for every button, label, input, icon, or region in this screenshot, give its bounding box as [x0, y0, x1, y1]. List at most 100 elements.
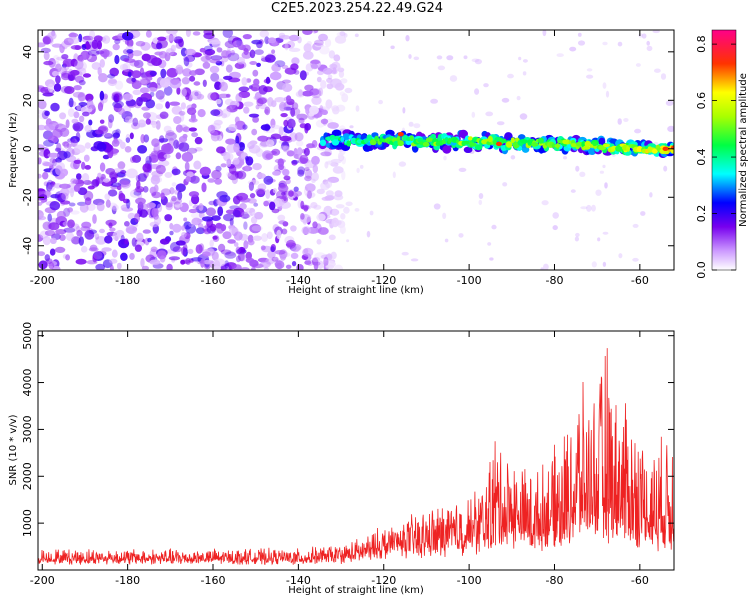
spectrogram-noise-blob [478, 193, 484, 199]
spectrogram-noise-blob [82, 111, 90, 117]
spectrogram-noise-blob [55, 75, 61, 84]
spectrogram-noise-blob [124, 116, 134, 124]
spectrogram-noise-blob [314, 43, 324, 48]
spectrogram-noise-blob [474, 88, 480, 95]
spectrogram-noise-blob [92, 214, 97, 224]
spectrogram-noise-blob [53, 83, 62, 92]
spectrogram-noise-blob [151, 138, 160, 147]
spectrogram-noise-blob [225, 93, 231, 98]
spectrogram-noise-blob [165, 130, 175, 137]
spectrogram-noise-blob [344, 87, 353, 94]
spectrogram-noise-blob [355, 105, 360, 112]
spectrogram-noise-blob [112, 100, 124, 109]
spectrogram-noise-blob [89, 30, 96, 39]
spectrogram-noise-blob [195, 227, 205, 235]
spectrogram-ridge-blob [570, 143, 577, 148]
spectrogram-noise-blob [217, 135, 223, 142]
spectrogram-noise-blob [296, 147, 303, 156]
spectrogram-noise-blob [170, 197, 183, 205]
spectrogram-noise-blob [286, 150, 295, 157]
spectrogram-noise-blob [226, 171, 232, 177]
spectrogram-noise-blob [306, 190, 312, 199]
spectrogram-noise-blob [233, 242, 239, 247]
spectrogram-noise-blob [183, 56, 190, 67]
spectrogram-noise-blob [491, 224, 497, 230]
spectrogram-noise-blob [54, 147, 61, 152]
spectrogram-noise-blob [131, 50, 143, 57]
spectrogram-noise-blob [329, 208, 340, 216]
spectrogram-noise-blob [113, 95, 118, 102]
spectrogram-noise-blob [42, 171, 49, 180]
spectrogram-noise-blob [252, 69, 259, 77]
spectrogram-noise-blob [308, 112, 315, 117]
spectrogram-noise-blob [97, 66, 102, 76]
spectrogram-noise-blob [225, 64, 233, 73]
spectrogram-noise-blob [38, 124, 46, 131]
spectrogram-noise-blob [247, 239, 255, 246]
spectrogram-noise-blob [74, 59, 84, 70]
spectrogram-noise-blob [201, 182, 207, 193]
snr-x-ticks: -200 -180 -160 -140 -120 -100 -80 -60 [30, 331, 649, 587]
spectrogram-noise-blob [265, 76, 271, 84]
spectrogram-noise-blob [321, 109, 328, 115]
spectrogram-noise-blob [458, 167, 467, 172]
spectrogram-noise-blob [436, 55, 443, 60]
spectrogram-noise-blob [168, 137, 175, 147]
spectrogram-noise-blob [70, 187, 74, 198]
spectrogram-noise-blob [166, 67, 178, 78]
spectrogram-noise-blob [316, 213, 326, 222]
spectrogram-noise-blob [341, 93, 349, 103]
x-tick-label: -180 [115, 574, 140, 587]
spectrogram-noise-blob [175, 64, 184, 75]
spectrogram-ridge-blob [340, 136, 345, 143]
spectrogram-noise-blob [402, 107, 406, 114]
spectrogram-noise-blob [131, 77, 136, 83]
spectrogram-noise-blob [149, 70, 157, 77]
spectrogram-noise-blob [150, 246, 158, 253]
spectrogram-noise-blob [44, 230, 56, 237]
spectrogram-noise-blob [170, 44, 176, 53]
spectrogram-noise-blob [142, 186, 149, 193]
spectrogram-noise-blob [290, 252, 299, 259]
spectrogram-noise-blob [175, 183, 186, 192]
spectrogram-noise-blob [265, 139, 275, 148]
spectrogram-noise-blob [83, 190, 94, 201]
spectrogram-noise-blob [602, 41, 608, 46]
spectrogram-noise-blob [646, 45, 653, 52]
spectrogram-noise-blob [124, 221, 130, 227]
spectrogram-noise-blob [43, 139, 54, 147]
spectrogram-noise-blob [74, 45, 81, 50]
spectrogram-noise-blob [274, 250, 286, 255]
spectrogram-noise-blob [463, 55, 468, 60]
spectrogram-noise-blob [328, 234, 336, 241]
spectrogram-noise-blob [210, 92, 220, 101]
spectrogram-noise-blob [188, 222, 195, 228]
spectrogram-noise-blob [99, 162, 106, 172]
spectrogram-noise-blob [62, 58, 75, 67]
spectrogram-noise-blob [478, 199, 483, 206]
spectrogram-noise-blob [299, 154, 309, 164]
spectrogram-noise-blob [586, 74, 594, 79]
spectrogram-noise-blob [313, 261, 319, 270]
spectrogram-noise-blob [243, 48, 249, 56]
spectrogram-noise-blob [111, 205, 117, 215]
spectrogram-noise-blob [283, 175, 291, 181]
spectrogram-noise-blob [226, 158, 232, 167]
spectrogram-noise-blob [181, 246, 187, 256]
spectrogram-noise-blob [301, 90, 314, 97]
spectrogram-noise-blob [210, 130, 219, 139]
spectrogram-noise-blob [112, 231, 121, 241]
spectrogram-noise-blob [646, 40, 650, 46]
spectrogram-noise-blob [325, 190, 334, 197]
spectrogram-noise-blob [72, 122, 84, 132]
spectrogram-noise-blob [208, 39, 221, 45]
spectrogram-noise-blob [556, 53, 564, 57]
spectrogram-noise-blob [151, 150, 159, 157]
spectrogram-noise-blob [243, 240, 249, 250]
x-tick-label: -100 [457, 274, 482, 287]
spectrogram-noise-blob [632, 257, 639, 262]
spectrogram-noise-blob [251, 128, 258, 136]
spectrogram-noise-blob [277, 214, 286, 221]
spectrogram-noise-blob [139, 78, 148, 85]
